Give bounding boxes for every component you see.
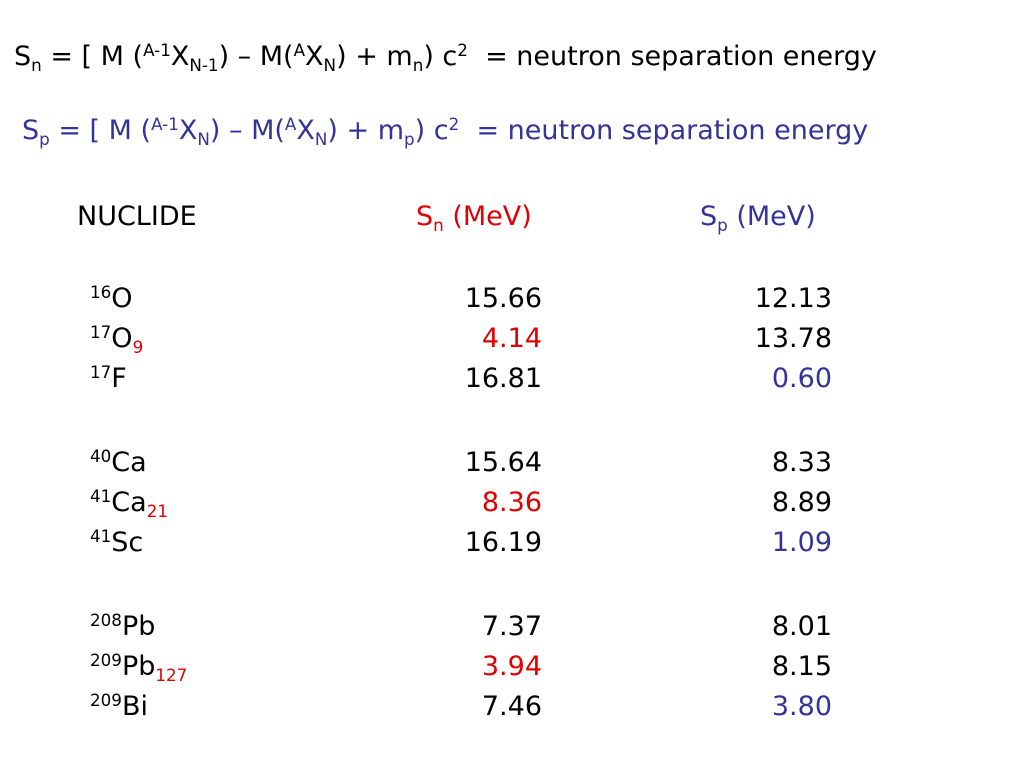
- sp-eq-sup-a2: A: [284, 113, 297, 134]
- sn-value: 3.94: [481, 651, 542, 682]
- header-sp-unit: (MeV): [727, 201, 816, 232]
- sn-value: 16.19: [464, 527, 542, 558]
- table-row: 41Sc 16.19 1.09: [0, 526, 1024, 566]
- table-row: 209Bi 7.46 3.80: [0, 690, 1024, 730]
- sp-eq-t4: ) c: [414, 115, 449, 146]
- header-sp-sub: p: [717, 214, 728, 235]
- element-symbol: O: [111, 323, 133, 354]
- element-symbol: O: [111, 283, 133, 314]
- sn-value: 15.66: [464, 283, 542, 314]
- sn-eq-sub2: N: [323, 54, 337, 75]
- element-symbol: Ca: [111, 447, 147, 478]
- sn-eq-t1: = [ M (: [41, 41, 144, 72]
- nuclide-cell: 16O: [90, 282, 133, 316]
- sp-value: 8.15: [771, 651, 832, 682]
- sp-eq-t2: ) – M(: [209, 115, 285, 146]
- sn-value: 8.36: [481, 487, 542, 518]
- sn-value: 7.46: [481, 691, 542, 722]
- mass-number: 208: [90, 609, 122, 630]
- sp-equation: Sp = [ M (A-1XN) – M(AXN) + mp) c2 = neu…: [22, 114, 868, 148]
- sn-eq-t5: = neutron separation energy: [467, 41, 877, 72]
- neutron-number: 9: [132, 336, 144, 357]
- nuclide-cell: 17O9: [90, 322, 143, 356]
- header-sn-unit: (MeV): [443, 201, 532, 232]
- sp-eq-t1: = [ M (: [49, 115, 152, 146]
- nuclide-cell: 41Sc: [90, 526, 143, 560]
- sn-eq-sup-c: 2: [457, 39, 468, 60]
- mass-number: 40: [90, 445, 112, 466]
- header-sp-symbol: S: [700, 201, 718, 232]
- sp-eq-sub: p: [39, 128, 50, 149]
- table-row: 16O 15.66 12.13: [0, 282, 1024, 322]
- sp-eq-sub-m: p: [404, 128, 415, 149]
- nuclide-cell: 209Bi: [90, 690, 148, 724]
- header-sp: Sp (MeV): [700, 200, 816, 234]
- sn-eq-sub-m: n: [412, 54, 424, 75]
- element-symbol: Pb: [121, 611, 156, 642]
- sp-eq-t3: ) + m: [327, 115, 405, 146]
- sp-value: 13.78: [754, 323, 832, 354]
- sp-value: 1.09: [771, 527, 832, 558]
- header-sn-symbol: S: [416, 201, 434, 232]
- mass-number: 41: [90, 525, 112, 546]
- header-sn-sub: n: [433, 214, 444, 235]
- sp-eq-sub1: N: [197, 128, 210, 149]
- sp-eq-sup-a1: A-1: [151, 113, 179, 134]
- neutron-number: 21: [146, 500, 168, 521]
- element-symbol: Bi: [121, 691, 148, 722]
- sp-value: 0.60: [771, 363, 832, 394]
- sn-eq-t2: ) – M(: [218, 41, 294, 72]
- header-sn: Sn (MeV): [416, 200, 532, 234]
- sn-value: 4.14: [481, 323, 542, 354]
- table-row: 17O9 4.14 13.78: [0, 322, 1024, 362]
- mass-number: 41: [90, 485, 112, 506]
- sn-eq-sup-a2: A: [293, 39, 306, 60]
- sn-eq-x2: X: [305, 41, 324, 72]
- element-symbol: Ca: [111, 487, 147, 518]
- sn-equation: Sn = [ M (A-1XN-1) – M(AXN) + mn) c2 = n…: [14, 40, 877, 74]
- sp-eq-t5: = neutron separation energy: [459, 115, 869, 146]
- sp-value: 8.01: [771, 611, 832, 642]
- nuclide-cell: 17F: [90, 362, 127, 396]
- table-row: 17F 16.81 0.60: [0, 362, 1024, 402]
- mass-number: 209: [90, 649, 122, 670]
- header-nuclide: NUCLIDE: [77, 201, 197, 232]
- nuclide-cell: 208Pb: [90, 610, 155, 644]
- table-row: 41Ca21 8.36 8.89: [0, 486, 1024, 526]
- nuclide-cell: 209Pb127: [90, 650, 187, 684]
- sn-eq-sub1: N-1: [189, 54, 219, 75]
- sn-eq-sub: n: [31, 54, 42, 75]
- mass-number: 17: [90, 321, 112, 342]
- sp-eq-x1: X: [178, 115, 198, 146]
- sp-value: 3.80: [771, 691, 832, 722]
- sn-eq-t3: ) + m: [336, 41, 413, 72]
- sn-value: 16.81: [464, 363, 542, 394]
- mass-number: 16: [90, 281, 112, 302]
- sp-eq-symbol: S: [22, 115, 40, 146]
- sn-eq-x1: X: [170, 41, 190, 72]
- element-symbol: Sc: [111, 527, 144, 558]
- sn-eq-sup-a1: A-1: [143, 39, 171, 60]
- sp-value: 12.13: [754, 283, 832, 314]
- element-symbol: F: [111, 363, 127, 394]
- sp-eq-sup-c: 2: [448, 113, 460, 134]
- sp-eq-sub2: N: [314, 128, 328, 149]
- sp-value: 8.89: [771, 487, 832, 518]
- sn-value: 7.37: [481, 611, 542, 642]
- table-row: 209Pb127 3.94 8.15: [0, 650, 1024, 690]
- sn-eq-t4: ) c: [423, 41, 458, 72]
- mass-number: 17: [90, 361, 112, 382]
- sn-value: 15.64: [464, 447, 542, 478]
- neutron-number: 127: [155, 664, 188, 685]
- sn-eq-symbol: S: [14, 41, 32, 72]
- nuclide-cell: 41Ca21: [90, 486, 168, 520]
- sp-value: 8.33: [771, 447, 832, 478]
- table-row: 208Pb 7.37 8.01: [0, 610, 1024, 650]
- mass-number: 209: [90, 689, 122, 710]
- nuclide-cell: 40Ca: [90, 446, 147, 480]
- table-row: 40Ca 15.64 8.33: [0, 446, 1024, 486]
- element-symbol: Pb: [121, 651, 156, 682]
- sp-eq-x2: X: [296, 115, 315, 146]
